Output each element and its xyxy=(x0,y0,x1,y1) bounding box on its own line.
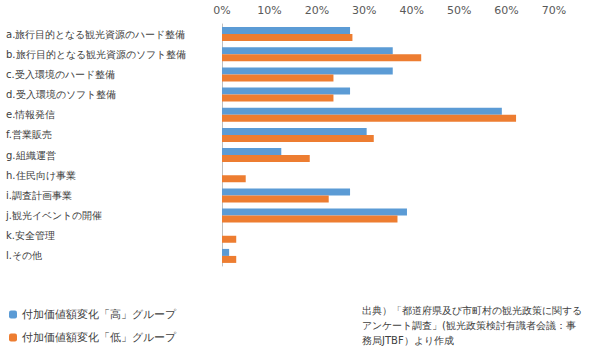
svg-text:務局JTBF）より作成: 務局JTBF）より作成 xyxy=(362,335,454,346)
svg-text:c.受入環境のハード整備: c.受入環境のハード整備 xyxy=(6,69,115,80)
svg-text:20%: 20% xyxy=(305,4,329,17)
svg-text:g.組織運営: g.組織運営 xyxy=(6,150,56,161)
svg-text:a.旅行目的となる観光資源のハード整備: a.旅行目的となる観光資源のハード整備 xyxy=(6,29,185,40)
svg-text:k.安全管理: k.安全管理 xyxy=(6,230,55,241)
svg-text:i.調査計画事業: i.調査計画事業 xyxy=(6,190,72,201)
svg-text:b.旅行目的となる観光資源のソフト整備: b.旅行目的となる観光資源のソフト整備 xyxy=(6,49,186,60)
svg-text:f.営業販売: f.営業販売 xyxy=(6,129,52,140)
svg-text:h.住民向け事業: h.住民向け事業 xyxy=(6,170,76,181)
svg-text:j.観光イベントの開催: j.観光イベントの開催 xyxy=(5,210,102,221)
svg-text:アンケート調査」(観光政策検討有識者会議：事: アンケート調査」(観光政策検討有識者会議：事 xyxy=(362,320,576,331)
svg-text:0%: 0% xyxy=(213,4,230,17)
svg-text:l.その他: l.その他 xyxy=(6,250,42,261)
svg-text:付加価値額変化「高」グループ: 付加価値額変化「高」グループ xyxy=(22,308,177,321)
svg-text:10%: 10% xyxy=(257,4,281,17)
svg-text:e.情報発信: e.情報発信 xyxy=(6,109,55,120)
svg-text:40%: 40% xyxy=(399,4,423,17)
svg-text:70%: 70% xyxy=(542,4,566,17)
svg-text:50%: 50% xyxy=(447,4,471,17)
svg-text:d.受入環境のソフト整備: d.受入環境のソフト整備 xyxy=(6,89,116,100)
svg-text:付加価値額変化「低」グループ: 付加価値額変化「低」グループ xyxy=(22,331,177,344)
svg-text:60%: 60% xyxy=(494,4,518,17)
svg-text:30%: 30% xyxy=(352,4,376,17)
svg-text:出典）「都道府県及び市町村の観光政策に関する: 出典）「都道府県及び市町村の観光政策に関する xyxy=(362,305,582,316)
